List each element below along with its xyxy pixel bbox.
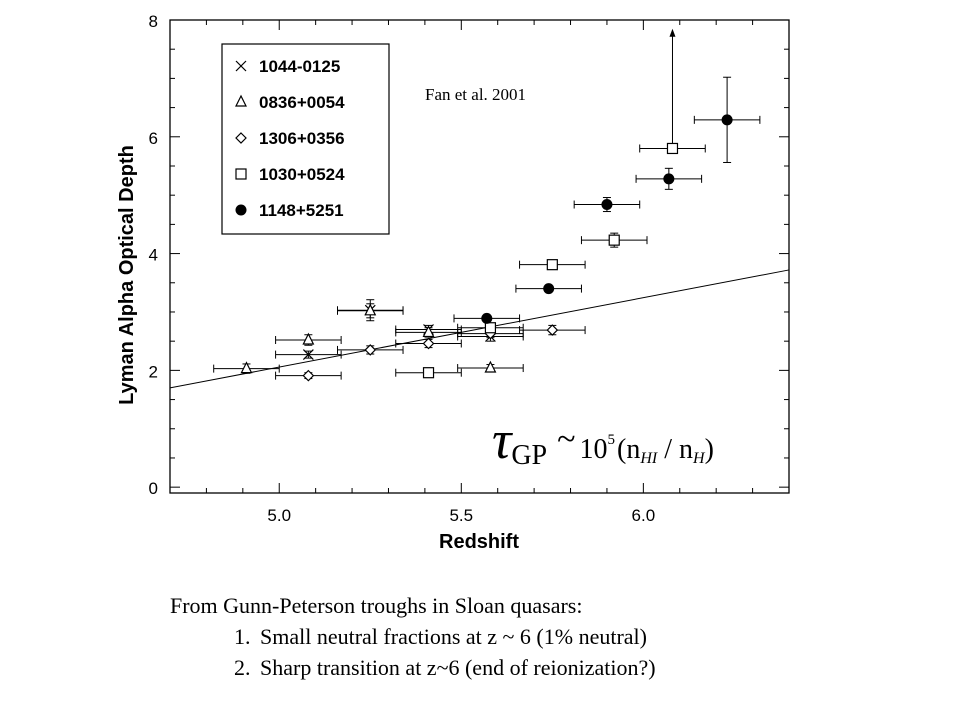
y-tick-label: 2 [149,362,158,381]
marker-diamond [364,344,377,356]
marker-filled-circle [721,114,733,126]
annotation-fan-2001: Fan et al. 2001 [425,85,526,104]
legend: 1044-0125 0836+0054 1306+0356 1030+0524 1148… [221,43,390,235]
marker-square [546,259,558,271]
marker-filled-circle [543,283,555,295]
legend-item-1306+0356: 1306+0356 [235,129,345,148]
data-point [639,28,706,155]
marker-diamond [546,324,559,336]
legend-label: 1030+0524 [259,165,345,184]
data-point [519,324,586,336]
formula-base: 10 [580,434,608,465]
formula-exponent: 5 [608,432,616,448]
marker-x [302,349,314,361]
marker-diamond [302,369,315,382]
chart: 5.0 5.5 6.0 0 2 4 6 8 Redshift Lyman Alpha Opt… [116,12,790,553]
y-tick-labels: 0 2 4 6 8 [149,12,158,498]
data-point [336,344,404,356]
marker-square [422,367,435,379]
legend-label: 1306+0356 [259,129,345,148]
x-tick-label: 6.0 [632,506,656,525]
data-point [275,332,342,346]
marker-filled-circle [663,173,675,185]
data-point [515,283,582,295]
trend-line [169,269,790,389]
marker-triangle [240,361,253,374]
x-tick-labels: 5.0 5.5 6.0 [267,506,655,525]
x-axis-title: Redshift [439,531,519,553]
marker-triangle [302,332,315,345]
y-tick-label: 8 [149,12,158,31]
legend-label: 0836+0054 [259,93,345,112]
legend-label: 1148+5251 [259,201,344,220]
formula-close: ) [705,434,714,465]
marker-x [235,60,247,72]
data-point [457,360,524,373]
gp-formula: τGP ~105(nHI / nH) [492,410,714,471]
data-point [395,325,462,338]
data-point [395,337,462,350]
x-tick-label: 5.0 [267,506,291,525]
marker-triangle [422,325,435,338]
formula-sub-h: H [692,450,706,467]
y-tick-label: 0 [149,479,158,498]
legend-box [221,43,390,235]
series-0836+0054 [213,303,524,374]
marker-filled-circle [601,199,613,211]
limit-arrow-head [669,28,676,37]
data-point [275,369,342,382]
formula-mid: / n [657,434,693,465]
data-point [275,349,342,361]
data-points [213,28,761,382]
formula-rest: (n [617,434,640,465]
caption-intro: From Gunn-Peterson troughs in Sloan quas… [170,593,583,618]
marker-square [235,168,247,180]
data-point [395,367,462,379]
data-point [453,312,521,324]
axis-ticks [170,19,790,493]
y-axis-title: Lyman Alpha Optical Depth [116,145,138,405]
legend-item-1148+5251: 1148+5251 [235,201,344,220]
x-tick-label: 5.5 [449,506,473,525]
formula-tau: τ [492,410,513,470]
marker-triangle [484,360,497,373]
marker-triangle [364,303,377,316]
data-point [336,303,404,319]
marker-diamond [235,132,247,144]
marker-square [666,142,679,155]
data-point [635,167,703,190]
y-tick-label: 6 [149,129,158,148]
marker-square [484,322,497,334]
marker-triangle [235,94,247,107]
formula-gp-subscript: GP [511,440,547,471]
data-point [580,232,648,248]
legend-items: 1044-0125 0836+0054 1306+0356 1030+0524 1148… [235,57,345,220]
legend-item-0836+0054: 0836+0054 [235,93,345,112]
series-1148+5251 [453,76,761,324]
y-tick-label: 4 [149,246,158,265]
caption-list: Small neutral fractions at z ~ 6 (1% neu… [170,621,930,683]
caption-item-1: Small neutral fractions at z ~ 6 (1% neu… [256,621,930,652]
formula-sub-hi: HI [639,450,658,467]
legend-label: 1044-0125 [259,57,340,76]
caption-item-2: Sharp transition at z~6 (end of reioniza… [256,652,930,683]
data-point [573,197,641,213]
formula-sim: ~ [557,421,575,458]
plot-frame [169,19,790,494]
data-point [213,361,280,374]
marker-filled-circle [481,312,493,324]
marker-diamond [422,337,435,350]
marker-filled-circle [235,204,247,216]
legend-item-1044-0125: 1044-0125 [235,57,340,76]
marker-square [608,234,620,246]
legend-item-1030+0524: 1030+0524 [235,165,345,184]
caption: From Gunn-Peterson troughs in Sloan quas… [170,590,930,683]
data-point [693,76,761,163]
data-point [519,259,586,271]
